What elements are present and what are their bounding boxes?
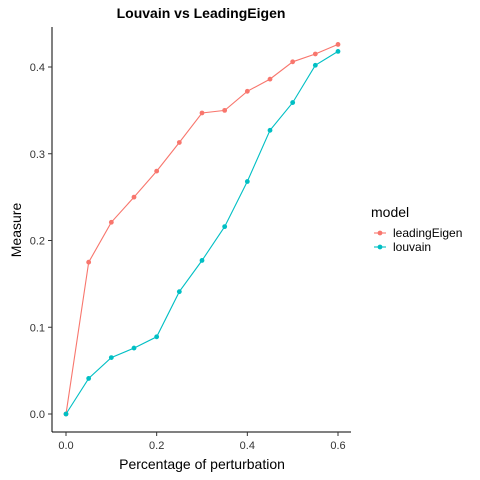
data-point-louvain [108, 355, 114, 361]
y-axis-label: Measure [8, 203, 24, 258]
data-point-leadingeigen [290, 59, 296, 65]
series-line-leadingeigen [65, 43, 339, 415]
data-point-leadingeigen [222, 107, 228, 113]
data-point-louvain [267, 127, 273, 133]
legend-label-louvain: louvain [393, 240, 431, 254]
legend-title: model [371, 204, 409, 220]
x-tick-label: 0.0 [58, 440, 73, 452]
y-tick-label: 0.2 [30, 236, 45, 248]
x-tick-label: 0.2 [149, 440, 164, 452]
y-tick-label: 0.1 [30, 322, 45, 334]
plot-area: 0.0 0.1 0.2 0.3 0.4 0.0 0.2 0.4 0.6 [30, 27, 351, 452]
data-point-louvain [176, 289, 182, 295]
series-line-louvain [65, 50, 339, 415]
y-tick-label: 0.3 [30, 149, 45, 161]
x-axis-label: Percentage of perturbation [119, 456, 285, 472]
data-point-leadingeigen [176, 140, 182, 145]
data-point-leadingeigen [108, 219, 114, 225]
y-tick-label: 0.0 [30, 409, 45, 421]
data-point-leadingeigen [244, 88, 250, 94]
data-point-louvain [290, 100, 296, 105]
data-point-louvain [86, 376, 92, 381]
y-tick-label: 0.4 [30, 62, 45, 74]
legend-key-point-louvain [377, 244, 383, 250]
data-point-leadingeigen [335, 42, 341, 47]
data-point-louvain [154, 334, 160, 340]
data-point-louvain [244, 179, 250, 184]
data-point-leadingeigen [312, 51, 318, 57]
data-point-louvain [335, 48, 341, 54]
data-point-leadingeigen [199, 110, 205, 116]
data-point-leadingeigen [131, 194, 137, 200]
x-tick-label: 0.4 [240, 440, 255, 452]
data-point-leadingeigen [154, 168, 160, 174]
legend-label-leadingeigen: leadingEigen [393, 226, 462, 240]
data-point-leadingeigen [267, 76, 273, 82]
legend-key-point-leadingeigen [377, 230, 383, 236]
chart-title: Louvain vs LeadingEigen [117, 5, 286, 21]
data-point-louvain [131, 345, 137, 351]
x-tick-label: 0.6 [330, 440, 345, 452]
data-point-louvain [199, 258, 205, 263]
data-point-louvain [63, 411, 69, 417]
data-point-leadingeigen [86, 259, 92, 265]
data-point-louvain [312, 62, 318, 68]
data-point-louvain [222, 224, 228, 230]
